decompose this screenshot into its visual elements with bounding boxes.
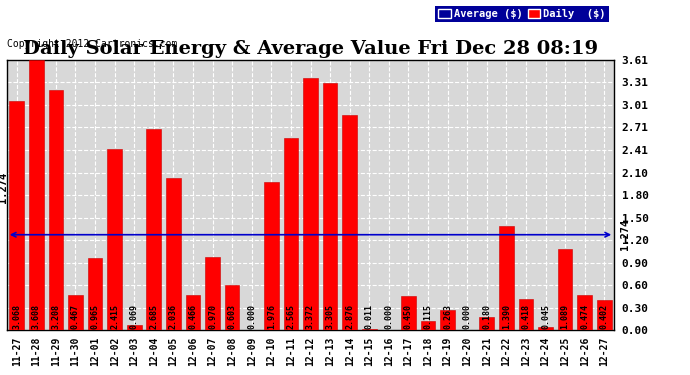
Text: 0.045: 0.045	[541, 304, 550, 329]
Text: 0.180: 0.180	[482, 304, 491, 329]
Bar	[29, 60, 43, 330]
Bar	[558, 249, 573, 330]
Text: 0.115: 0.115	[424, 304, 433, 329]
Bar	[597, 300, 611, 330]
Text: 0.000: 0.000	[384, 304, 393, 329]
Text: 0.466: 0.466	[188, 304, 197, 329]
Bar	[166, 178, 181, 330]
Text: 0.450: 0.450	[404, 304, 413, 329]
Text: 0.402: 0.402	[600, 304, 609, 329]
Bar	[342, 115, 357, 330]
Text: 2.036: 2.036	[169, 304, 178, 329]
Title: Daily Solar Energy & Average Value Fri Dec 28 08:19: Daily Solar Energy & Average Value Fri D…	[23, 40, 598, 58]
Bar	[186, 295, 200, 330]
Text: 3.068: 3.068	[12, 304, 21, 329]
Text: 0.474: 0.474	[580, 304, 589, 329]
Text: Copyright 2012 Cartronics.com: Copyright 2012 Cartronics.com	[7, 39, 177, 50]
Bar	[538, 327, 553, 330]
Bar	[88, 258, 102, 330]
Text: 1.274: 1.274	[620, 219, 630, 251]
Bar	[362, 329, 377, 330]
Text: 0.263: 0.263	[443, 304, 452, 329]
Text: 1.976: 1.976	[267, 304, 276, 329]
Bar	[68, 295, 83, 330]
Bar	[323, 83, 337, 330]
Bar	[499, 226, 514, 330]
Bar	[48, 90, 63, 330]
Bar	[421, 321, 435, 330]
Text: 0.069: 0.069	[130, 304, 139, 329]
Text: 3.372: 3.372	[306, 304, 315, 329]
Text: 2.685: 2.685	[149, 304, 158, 329]
Text: 3.208: 3.208	[51, 304, 60, 329]
Bar	[10, 100, 24, 330]
Text: 0.000: 0.000	[247, 304, 256, 329]
Text: 0.467: 0.467	[71, 304, 80, 329]
Bar	[480, 316, 494, 330]
Text: 0.000: 0.000	[463, 304, 472, 329]
Text: 0.603: 0.603	[228, 304, 237, 329]
Bar	[146, 129, 161, 330]
Text: 3.608: 3.608	[32, 304, 41, 329]
Bar	[264, 182, 279, 330]
Text: 2.565: 2.565	[286, 304, 295, 329]
Bar	[225, 285, 239, 330]
Text: 2.876: 2.876	[345, 304, 354, 329]
Legend: Average ($), Daily  ($): Average ($), Daily ($)	[435, 6, 609, 22]
Bar	[519, 299, 533, 330]
Bar	[440, 310, 455, 330]
Text: 2.415: 2.415	[110, 304, 119, 329]
Bar	[284, 138, 298, 330]
Text: 3.305: 3.305	[326, 304, 335, 329]
Text: 1.274: 1.274	[0, 172, 8, 203]
Text: 0.418: 0.418	[522, 304, 531, 329]
Text: 0.970: 0.970	[208, 304, 217, 329]
Bar	[107, 149, 122, 330]
Text: 1.390: 1.390	[502, 304, 511, 329]
Text: 0.965: 0.965	[90, 304, 99, 329]
Bar	[578, 294, 592, 330]
Text: 0.011: 0.011	[365, 304, 374, 329]
Bar	[401, 296, 416, 330]
Bar	[205, 258, 220, 330]
Text: 1.089: 1.089	[561, 304, 570, 329]
Bar	[303, 78, 318, 330]
Bar	[127, 325, 141, 330]
